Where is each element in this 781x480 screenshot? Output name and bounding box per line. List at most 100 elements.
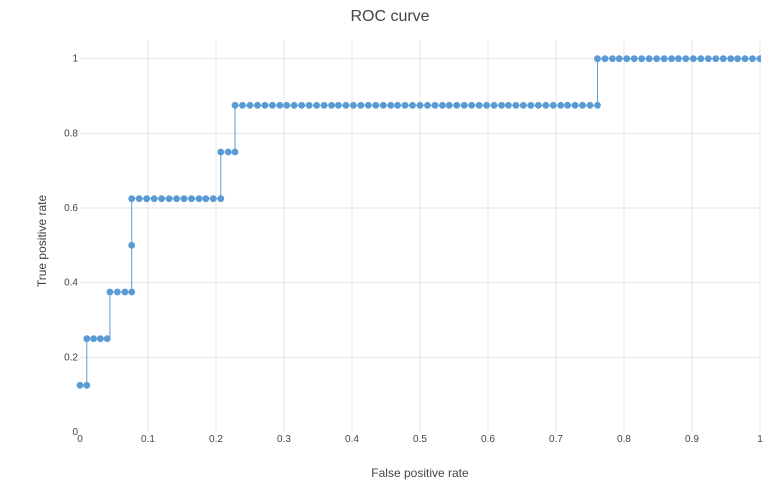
roc-point[interactable] [135, 195, 143, 203]
roc-point[interactable] [305, 101, 313, 109]
roc-point[interactable] [564, 101, 571, 109]
roc-point[interactable] [475, 101, 483, 109]
roc-point[interactable] [394, 101, 401, 109]
roc-point[interactable] [188, 195, 195, 203]
roc-point[interactable] [180, 195, 188, 203]
roc-point[interactable] [261, 101, 269, 109]
roc-point[interactable] [342, 101, 350, 109]
roc-point[interactable] [668, 55, 675, 63]
roc-point[interactable] [328, 101, 335, 109]
roc-point[interactable] [653, 55, 661, 63]
roc-point[interactable] [165, 195, 173, 203]
roc-point[interactable] [445, 101, 453, 109]
roc-point[interactable] [372, 101, 380, 109]
roc-point[interactable] [571, 101, 579, 109]
roc-point[interactable] [364, 101, 372, 109]
roc-point[interactable] [254, 101, 261, 109]
roc-point[interactable] [83, 381, 91, 389]
roc-point[interactable] [195, 195, 203, 203]
roc-point[interactable] [387, 101, 395, 109]
roc-point[interactable] [246, 101, 254, 109]
roc-point[interactable] [276, 101, 284, 109]
roc-point[interactable] [534, 101, 542, 109]
roc-point[interactable] [209, 195, 217, 203]
roc-point[interactable] [689, 55, 697, 63]
roc-point[interactable] [734, 55, 741, 63]
roc-point[interactable] [579, 101, 586, 109]
roc-point[interactable] [623, 55, 631, 63]
roc-point[interactable] [409, 101, 416, 109]
roc-point[interactable] [150, 195, 158, 203]
roc-point[interactable] [416, 101, 424, 109]
roc-point[interactable] [594, 55, 601, 63]
roc-point[interactable] [349, 101, 357, 109]
roc-point[interactable] [704, 55, 712, 63]
roc-point[interactable] [269, 101, 276, 109]
roc-point[interactable] [586, 101, 594, 109]
roc-point[interactable] [557, 101, 565, 109]
roc-point[interactable] [173, 195, 180, 203]
roc-point[interactable] [638, 55, 646, 63]
roc-point[interactable] [712, 55, 720, 63]
roc-point[interactable] [158, 195, 166, 203]
roc-point[interactable] [103, 335, 111, 343]
roc-point[interactable] [675, 55, 682, 63]
roc-point[interactable] [609, 55, 616, 63]
roc-point[interactable] [756, 55, 764, 63]
roc-point[interactable] [97, 335, 104, 343]
roc-point[interactable] [76, 381, 84, 389]
roc-point[interactable] [231, 101, 239, 109]
roc-point[interactable] [549, 101, 557, 109]
roc-point[interactable] [512, 101, 520, 109]
roc-point[interactable] [660, 55, 668, 63]
roc-point[interactable] [498, 101, 505, 109]
roc-point[interactable] [741, 55, 749, 63]
roc-point[interactable] [239, 101, 246, 109]
roc-point[interactable] [727, 55, 735, 63]
roc-point[interactable] [379, 101, 387, 109]
roc-point[interactable] [431, 101, 439, 109]
roc-point[interactable] [290, 101, 298, 109]
roc-point[interactable] [128, 195, 136, 203]
roc-point[interactable] [335, 101, 342, 109]
roc-point[interactable] [483, 101, 491, 109]
roc-point[interactable] [217, 148, 225, 156]
roc-point[interactable] [143, 195, 151, 203]
roc-point[interactable] [114, 288, 121, 296]
roc-point[interactable] [401, 101, 409, 109]
roc-point[interactable] [594, 101, 601, 109]
roc-point[interactable] [468, 101, 476, 109]
roc-point[interactable] [645, 55, 653, 63]
roc-point[interactable] [320, 101, 328, 109]
roc-point[interactable] [682, 55, 690, 63]
roc-point[interactable] [615, 55, 623, 63]
roc-point[interactable] [128, 288, 136, 296]
roc-point[interactable] [231, 148, 239, 156]
roc-point[interactable] [719, 55, 727, 63]
roc-point[interactable] [439, 101, 446, 109]
roc-point[interactable] [121, 288, 129, 296]
roc-point[interactable] [128, 241, 136, 249]
roc-point[interactable] [697, 55, 705, 63]
roc-point[interactable] [453, 101, 461, 109]
roc-point[interactable] [298, 101, 306, 109]
roc-point[interactable] [601, 55, 609, 63]
roc-point[interactable] [106, 288, 114, 296]
roc-point[interactable] [83, 335, 91, 343]
roc-point[interactable] [460, 101, 468, 109]
roc-point[interactable] [519, 101, 527, 109]
roc-point[interactable] [490, 101, 498, 109]
roc-point[interactable] [630, 55, 638, 63]
roc-point[interactable] [505, 101, 512, 109]
roc-point[interactable] [424, 101, 431, 109]
roc-point[interactable] [357, 101, 365, 109]
roc-point[interactable] [224, 148, 232, 156]
roc-point[interactable] [313, 101, 321, 109]
roc-point[interactable] [527, 101, 535, 109]
roc-point[interactable] [90, 335, 97, 343]
roc-point[interactable] [283, 101, 291, 109]
roc-point[interactable] [202, 195, 210, 203]
roc-point[interactable] [217, 195, 225, 203]
roc-point[interactable] [749, 55, 756, 63]
roc-point[interactable] [542, 101, 550, 109]
